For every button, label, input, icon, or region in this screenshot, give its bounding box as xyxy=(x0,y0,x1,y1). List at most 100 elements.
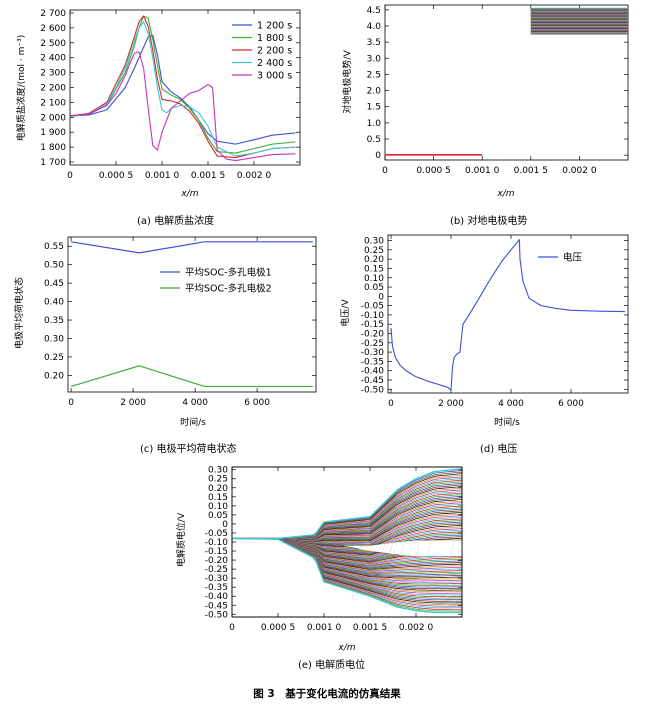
plot-d: 0 2 000 4 000 6 000 -0.50-0.45-0.40-0.35-0.3… xyxy=(339,234,629,428)
y-tick-label: 3.0 xyxy=(367,54,382,64)
y-tick-label: -0.05 xyxy=(205,529,228,539)
y-axis-label: 电极平均荷电状态 xyxy=(13,277,25,349)
y-tick-label: 0.40 xyxy=(44,298,64,308)
y-tick-label: 1.0 xyxy=(367,119,382,129)
legend-label: 电压 xyxy=(563,252,583,264)
series-line xyxy=(69,51,296,162)
x-tick-label: 0 xyxy=(68,398,74,408)
plot-e: 0 0.000 5 0.001 0 0.001 5 0.002 0-0.50-0.45-… xyxy=(175,466,463,653)
legend-label: 2 200 s xyxy=(257,46,292,57)
y-tick-label: -0.40 xyxy=(205,592,229,602)
y-tick-label: 0.30 xyxy=(208,466,228,476)
y-tick-label: -0.40 xyxy=(361,367,385,377)
legend-label: 1 800 s xyxy=(257,33,292,44)
series-line xyxy=(71,241,313,254)
x-tick-label: 2 000 xyxy=(120,398,146,408)
y-tick-label: -0.25 xyxy=(205,565,228,575)
x-tick-label: 0 xyxy=(67,171,73,181)
y-tick-label: 2 400 xyxy=(40,54,66,64)
y-tick-label: 0.25 xyxy=(208,475,228,485)
y-tick-label: -0.20 xyxy=(205,556,229,566)
y-tick-label: 2 700 xyxy=(40,9,66,19)
y-tick-label: -0.30 xyxy=(205,574,229,584)
x-tick-label: 2 000 xyxy=(438,399,464,409)
x-axis-label: 时间/s xyxy=(180,416,206,428)
figure-caption: 图 3 基于变化电流的仿真结果 xyxy=(253,687,401,700)
x-axis-label: x/m xyxy=(180,189,198,199)
x-tick-label: 6 000 xyxy=(558,399,584,409)
plot-frame-b xyxy=(384,4,629,161)
plot-frame-c xyxy=(67,236,317,393)
y-tick-label: 0.05 xyxy=(208,511,228,521)
y-tick-label: 2 600 xyxy=(40,24,66,34)
y-tick-label: -0.15 xyxy=(205,547,228,557)
y-tick-label: 1 700 xyxy=(40,158,66,168)
y-tick-label: 1.5 xyxy=(367,103,381,113)
y-tick-label: 2 300 xyxy=(40,69,66,79)
y-tick-label: 4.5 xyxy=(367,6,381,16)
x-tick-label: 0 xyxy=(229,623,235,633)
y-tick-label: 0.50 xyxy=(44,261,64,271)
y-tick-label: -0.10 xyxy=(361,311,385,321)
gap-region xyxy=(342,540,462,557)
y-tick-label: 1 800 xyxy=(40,143,66,153)
y-tick-label: 0.35 xyxy=(44,316,64,326)
y-tick-label: 0.05 xyxy=(364,283,384,293)
x-tick-label: 0 xyxy=(382,166,388,176)
y-tick-label: 2 000 xyxy=(40,113,66,123)
y-tick-label: 0 xyxy=(375,151,381,161)
y-tick-label: 0.15 xyxy=(208,493,228,503)
series-line xyxy=(69,34,296,145)
y-tick-label: 0.30 xyxy=(44,334,64,344)
y-tick-label: 2.0 xyxy=(367,87,382,97)
x-tick-label: 0.001 5 xyxy=(353,623,387,633)
y-tick-label: -0.30 xyxy=(361,348,385,358)
y-tick-label: 0.25 xyxy=(364,246,384,256)
y-tick-label: 4.0 xyxy=(367,22,382,32)
legend-label: 平均SOC-多孔电极2 xyxy=(185,283,272,295)
x-tick-label: 0 xyxy=(388,399,394,409)
plot-frame-top xyxy=(231,466,463,618)
series-line xyxy=(69,15,296,159)
x-tick-label: 6 000 xyxy=(244,398,270,408)
x-tick-label: 0.002 0 xyxy=(237,171,272,181)
y-tick-label: 3.5 xyxy=(367,38,381,48)
y-tick-label: -0.45 xyxy=(205,601,228,611)
caption-d: (d) 电压 xyxy=(480,442,517,455)
x-tick-label: 0.000 5 xyxy=(261,623,295,633)
x-axis-label: x/m xyxy=(496,189,514,199)
y-tick-label: -0.05 xyxy=(361,302,384,312)
y-tick-label: 1 900 xyxy=(40,128,66,138)
x-tick-label: 4 000 xyxy=(182,398,208,408)
legend-label: 1 200 s xyxy=(257,21,292,32)
y-tick-label: 2 100 xyxy=(40,98,66,108)
caption-a: (a) 电解质盐浓度 xyxy=(137,214,214,227)
y-tick-label: 0.55 xyxy=(44,242,64,252)
y-tick-label: 0 xyxy=(222,520,228,530)
y-tick-label: -0.20 xyxy=(361,330,385,340)
y-axis-label: 电解质盐浓度/(mol · m⁻³) xyxy=(15,35,27,142)
y-axis-label: 电压/V xyxy=(339,299,351,327)
caption-c: (c) 电极平均荷电状态 xyxy=(140,442,236,455)
x-tick-label: 0.001 5 xyxy=(191,171,225,181)
x-tick-label: 4 000 xyxy=(498,399,524,409)
x-tick-label: 0.002 0 xyxy=(399,623,434,633)
series-line xyxy=(390,239,626,391)
plot-b: 0 0.000 5 0.001 0 0.001 5 0.002 0 0 0.5 1.0 1.5 2… xyxy=(341,4,629,199)
y-tick-label: -0.50 xyxy=(361,385,385,395)
y-tick-label: 0.45 xyxy=(44,279,64,289)
y-tick-label: -0.35 xyxy=(361,357,384,367)
caption-b: (b) 对地电极电势 xyxy=(450,214,527,227)
x-tick-label: 0.001 0 xyxy=(465,166,500,176)
y-tick-label: 2.5 xyxy=(367,70,381,80)
y-tick-label: 0.10 xyxy=(208,502,228,512)
series-line xyxy=(70,365,313,388)
legend-label: 2 400 s xyxy=(257,58,292,69)
legend-label: 3 000 s xyxy=(257,71,292,82)
y-tick-label: -0.35 xyxy=(205,583,228,593)
y-tick-label: -0.15 xyxy=(361,320,384,330)
y-tick-label: 0.15 xyxy=(364,264,384,274)
y-tick-label: 0.20 xyxy=(208,484,228,494)
y-tick-label: -0.25 xyxy=(361,339,384,349)
y-tick-label: 2 500 xyxy=(40,39,66,49)
